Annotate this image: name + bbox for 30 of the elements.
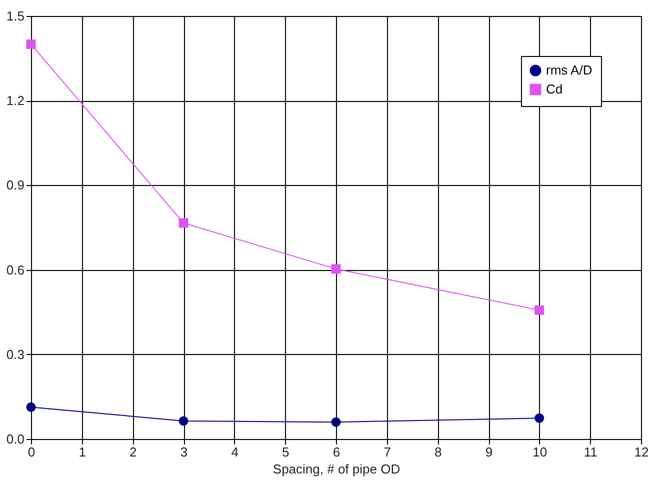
x-tick-label: 5 [282,444,290,460]
point [26,39,36,49]
y-tick-label: 0.9 [6,178,24,193]
point [534,305,544,315]
x-tick-label: 7 [384,444,391,460]
y-tick-label: 0.6 [6,262,24,278]
x-tick-label: 6 [332,444,340,460]
point [534,413,544,423]
y-tick-label: 0.0 [6,432,24,446]
x-tick-label: 1 [78,444,86,460]
y-tick-label: 1.2 [6,93,24,108]
point [331,264,341,274]
point [26,402,36,412]
point [178,416,188,426]
x-tick-label: 12 [634,444,649,460]
x-tick-label: 0 [28,444,36,460]
legend-label: Cd [546,82,563,96]
y-tick-label: 1.5 [6,8,24,24]
point [178,218,188,228]
x-axis-title: Spacing, # of pipe OD [272,462,400,476]
point [331,417,341,427]
x-tick-label: 4 [231,444,238,460]
x-tick-label: 3 [180,444,188,460]
x-tick-label: 2 [130,444,137,460]
legend-label: rms A/D [546,62,592,78]
y-tick-label: 0.3 [6,346,24,362]
x-tick-label: 10 [532,444,548,460]
x-tick-label: 11 [584,444,598,460]
x-tick-label: 8 [434,444,442,460]
x-tick-label: 9 [485,444,493,460]
